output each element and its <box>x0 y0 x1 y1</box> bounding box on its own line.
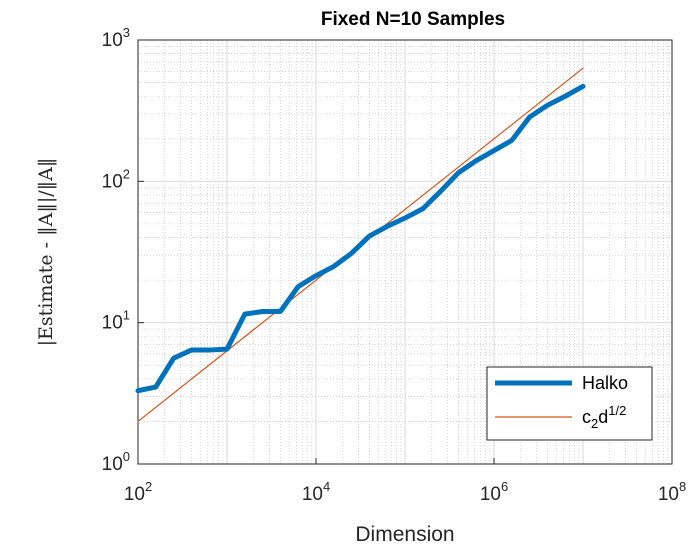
legend-box <box>486 366 653 441</box>
series-layer <box>135 67 586 423</box>
y-tick-label: 100 <box>102 449 130 475</box>
y-tick-label: 103 <box>102 25 130 51</box>
y-tick-label: 101 <box>102 308 130 334</box>
legend: Halko c2d1/2 <box>486 366 653 441</box>
x-tick-label: 108 <box>658 479 686 505</box>
series-line-halko <box>135 83 586 394</box>
x-tick-label: 106 <box>480 479 508 505</box>
x-axis-label: Dimension <box>355 523 454 546</box>
legend-label-halko: Halko <box>582 373 628 393</box>
legend-label-c2-sqrt-d: c2d1/2 <box>582 403 626 431</box>
x-tick-label: 104 <box>302 479 330 505</box>
y-tick-label: 102 <box>102 166 130 192</box>
plot-area-frame <box>137 39 673 465</box>
chart-title: Fixed N=10 Samples <box>321 9 505 30</box>
x-tick-label: 102 <box>124 479 152 505</box>
tick-labels: 102 104 106 108 100 101 102 103 <box>102 25 687 505</box>
y-axis-label: |Estimate - ‖A‖|/‖A‖ <box>35 158 57 347</box>
